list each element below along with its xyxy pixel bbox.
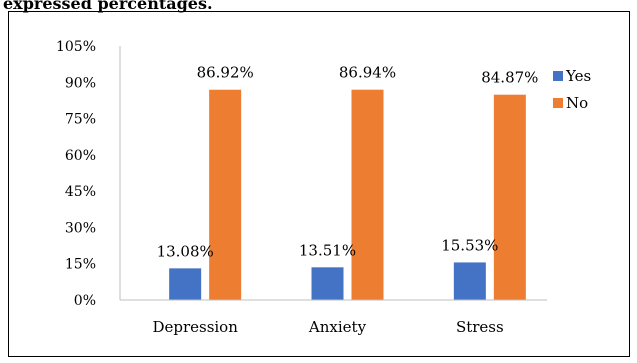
y-tick-label: 75% [65, 112, 96, 128]
bar-no-stress [493, 94, 526, 300]
x-category-label: Depression [152, 318, 238, 336]
bar-yes-depression [169, 268, 202, 300]
x-category-label: Stress [456, 318, 504, 336]
y-tick-label: 105% [56, 39, 96, 55]
x-category-label: Anxiety [308, 318, 367, 336]
figure-caption: expressed percentages. [3, 0, 213, 13]
legend: Yes No [553, 67, 591, 112]
bars [169, 89, 526, 300]
legend-label-no: No [566, 94, 588, 112]
y-tick-label: 60% [65, 148, 96, 164]
chart-frame [8, 11, 630, 357]
data-labels: 13.08% 86.92% 13.51% 86.94% 15.53% 84.87% [157, 64, 539, 261]
legend-swatch-yes [553, 71, 563, 81]
data-label-no-depression: 86.92% [197, 64, 254, 82]
y-tick-label: 30% [65, 220, 96, 236]
y-tick-label: 0% [74, 293, 96, 309]
data-label-yes-depression: 13.08% [157, 242, 214, 260]
y-tick-label: 45% [65, 184, 96, 200]
y-axis: 0% 15% 30% 45% 60% 75% 90% 105% [56, 39, 121, 309]
data-label-yes-anxiety: 13.51% [299, 241, 356, 259]
data-label-no-anxiety: 86.94% [339, 64, 396, 82]
y-tick-label: 15% [65, 257, 96, 273]
y-tick-label: 90% [65, 75, 96, 91]
bar-no-anxiety [351, 89, 384, 300]
data-label-yes-stress: 15.53% [441, 236, 498, 254]
bar-yes-anxiety [311, 267, 344, 300]
bar-no-depression [209, 89, 242, 300]
legend-label-yes: Yes [565, 67, 591, 85]
x-axis: Depression Anxiety Stress [120, 299, 547, 336]
data-label-no-stress: 84.87% [481, 69, 538, 87]
legend-swatch-no [553, 98, 563, 108]
bar-yes-stress [453, 262, 486, 300]
